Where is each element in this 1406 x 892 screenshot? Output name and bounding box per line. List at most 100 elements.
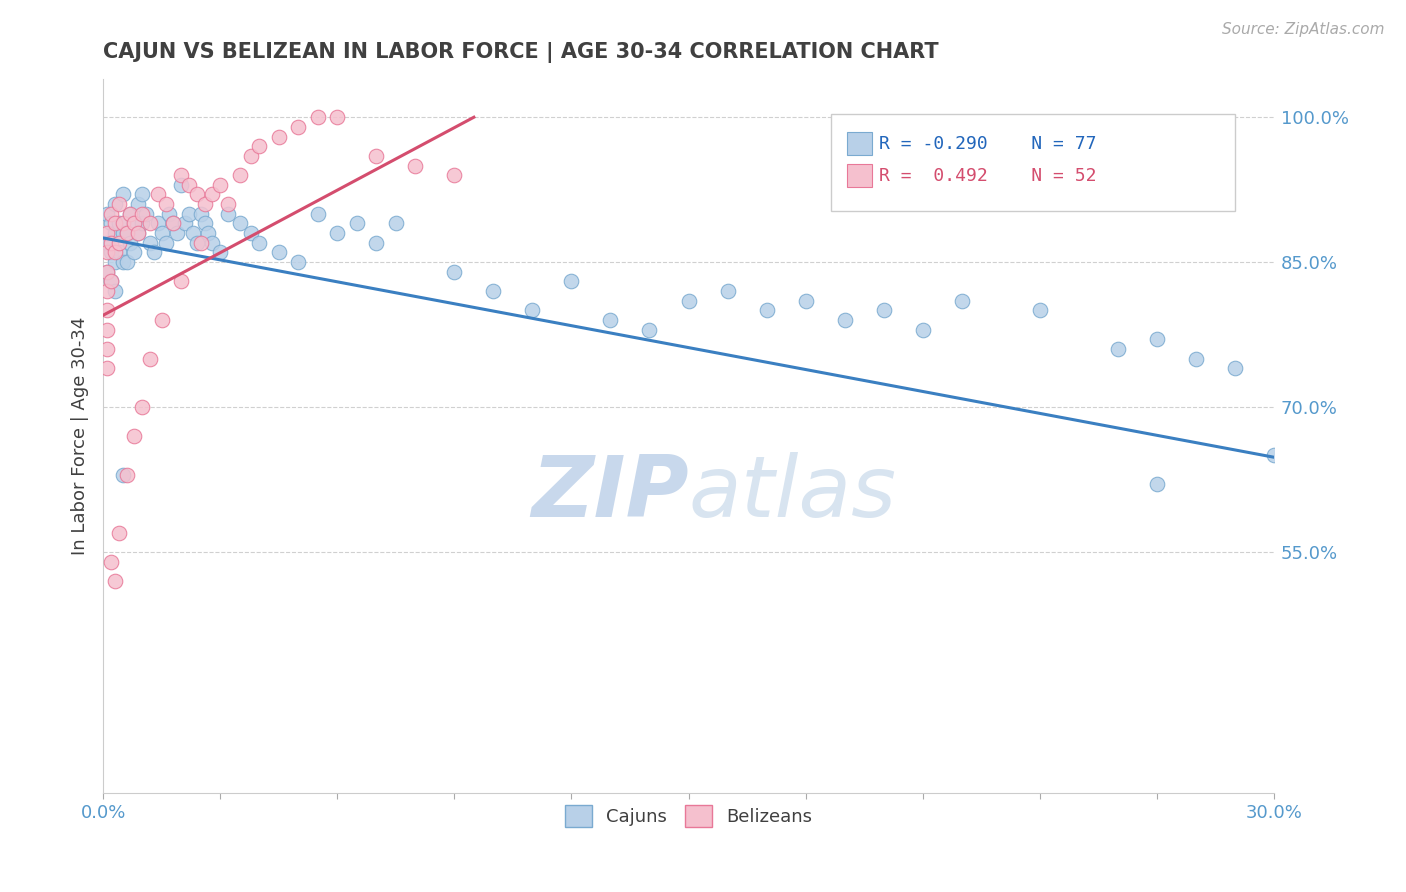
Point	[162, 217, 184, 231]
Point	[794, 293, 817, 308]
Point	[247, 235, 270, 250]
Point	[100, 275, 122, 289]
Point	[443, 265, 465, 279]
Point	[104, 574, 127, 588]
Point	[346, 217, 368, 231]
Point	[107, 235, 129, 250]
Point	[150, 313, 173, 327]
Point	[124, 217, 146, 231]
Point	[104, 197, 127, 211]
Point	[96, 303, 118, 318]
Point	[96, 323, 118, 337]
Point	[107, 217, 129, 231]
Point	[104, 217, 127, 231]
Point	[127, 226, 149, 240]
Point	[131, 187, 153, 202]
Point	[385, 217, 408, 231]
Point	[124, 217, 146, 231]
Point	[1223, 361, 1246, 376]
Point	[104, 284, 127, 298]
Point	[366, 235, 388, 250]
Point	[166, 226, 188, 240]
Point	[194, 197, 217, 211]
Point	[115, 226, 138, 240]
Point	[127, 226, 149, 240]
Point	[267, 245, 290, 260]
Point	[111, 467, 134, 482]
Text: ZIP: ZIP	[531, 451, 689, 534]
Point	[326, 110, 349, 124]
Legend: Cajuns, Belizeans: Cajuns, Belizeans	[557, 797, 820, 834]
Point	[139, 217, 162, 231]
FancyBboxPatch shape	[831, 114, 1236, 211]
Point	[287, 120, 309, 134]
Point	[326, 226, 349, 240]
Point	[107, 197, 129, 211]
Point	[139, 351, 162, 366]
Point	[834, 313, 856, 327]
Point	[155, 197, 177, 211]
Y-axis label: In Labor Force | Age 30-34: In Labor Force | Age 30-34	[72, 317, 89, 555]
Point	[177, 207, 200, 221]
Point	[96, 245, 118, 260]
Point	[247, 139, 270, 153]
Point	[96, 265, 118, 279]
Point	[287, 255, 309, 269]
Point	[911, 323, 934, 337]
Text: CAJUN VS BELIZEAN IN LABOR FORCE | AGE 30-34 CORRELATION CHART: CAJUN VS BELIZEAN IN LABOR FORCE | AGE 3…	[103, 42, 939, 62]
Point	[120, 207, 142, 221]
Point	[96, 235, 118, 250]
Point	[96, 265, 118, 279]
Point	[217, 207, 239, 221]
Point	[115, 467, 138, 482]
Point	[404, 159, 426, 173]
Point	[131, 207, 153, 221]
Point	[1146, 332, 1168, 346]
Point	[1263, 448, 1285, 462]
Bar	[846, 164, 872, 187]
Point	[240, 226, 263, 240]
Point	[190, 235, 212, 250]
Point	[1146, 477, 1168, 491]
Point	[100, 555, 122, 569]
Point	[96, 284, 118, 298]
Point	[201, 187, 224, 202]
Point	[100, 207, 122, 221]
Point	[716, 284, 738, 298]
Point	[104, 255, 127, 269]
Point	[120, 235, 142, 250]
Point	[174, 217, 197, 231]
Point	[146, 217, 169, 231]
Point	[96, 342, 118, 356]
Point	[201, 235, 224, 250]
Point	[267, 129, 290, 144]
Point	[111, 226, 134, 240]
Point	[96, 361, 118, 376]
Point	[209, 178, 232, 192]
Point	[872, 303, 894, 318]
Point	[522, 303, 544, 318]
Point	[194, 217, 217, 231]
Point	[131, 400, 153, 414]
Text: R =  0.492    N = 52: R = 0.492 N = 52	[879, 167, 1097, 185]
Point	[170, 275, 193, 289]
Point	[209, 245, 232, 260]
Point	[127, 197, 149, 211]
Point	[482, 284, 505, 298]
Text: atlas: atlas	[689, 451, 897, 534]
Point	[146, 187, 169, 202]
Bar	[846, 132, 872, 155]
Point	[599, 313, 621, 327]
Point	[162, 217, 184, 231]
Point	[190, 207, 212, 221]
Point	[217, 197, 239, 211]
Point	[120, 207, 142, 221]
Point	[155, 235, 177, 250]
Point	[560, 275, 582, 289]
Point	[96, 207, 118, 221]
Point	[107, 525, 129, 540]
Point	[96, 226, 118, 240]
Point	[111, 217, 134, 231]
Point	[131, 217, 153, 231]
Point	[100, 217, 122, 231]
